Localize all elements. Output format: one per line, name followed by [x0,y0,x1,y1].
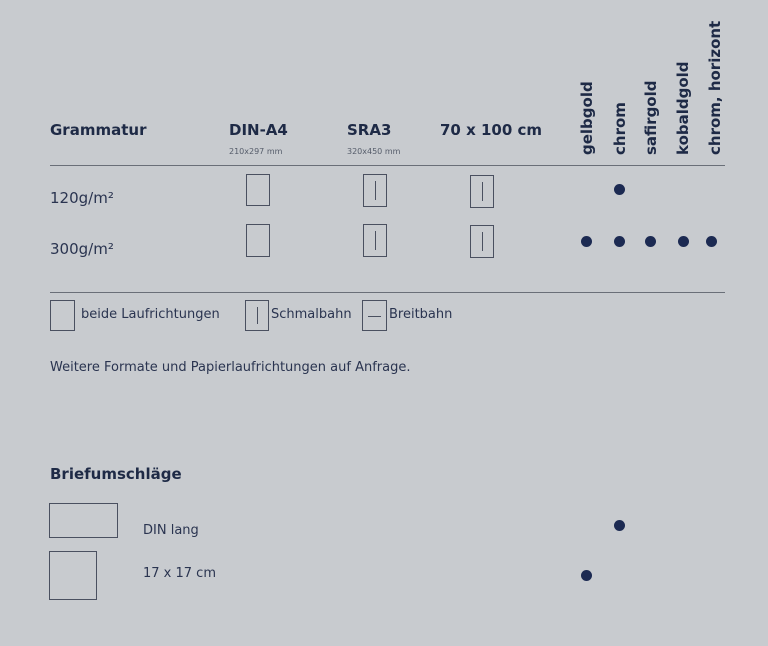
grain-narrow-icon [470,175,494,208]
header-din-a4-size: 210x297 mm [229,147,283,156]
grain-both-icon [246,224,270,257]
dot-chrom-horizont [706,236,717,247]
envelope-square-label: 17 x 17 cm [143,566,216,581]
header-sra3-size: 320x450 mm [347,147,401,156]
envelope-square-icon [49,551,97,600]
header-grammatur: Grammatur [50,121,147,139]
header-chrom: chrom [611,102,629,155]
dot-safirgold [645,236,656,247]
header-chrom-horizont: chrom, horizont [706,20,724,155]
divider [50,165,725,166]
legend-both-icon [50,300,75,331]
dot-chrom [614,184,625,195]
header-70x100: 70 x 100 cm [440,121,543,139]
header-safirgold: safirgold [642,80,660,156]
legend-wide-icon [362,300,387,331]
divider [50,292,725,293]
row-label-120: 120g/m² [50,189,114,207]
legend-wide-label: Breitbahn [389,307,453,322]
legend-narrow-label: Schmalbahn [271,307,352,322]
grain-narrow-icon [470,225,494,258]
envelope-din-lang-label: DIN lang [143,523,199,538]
note: Weitere Formate und Papierlaufrichtungen… [50,360,411,375]
header-kobaldgold: kobaldgold [674,61,692,155]
envelopes-title: Briefumschläge [50,465,182,483]
dot-chrom [614,236,625,247]
header-gelbgold: gelbgold [578,81,596,155]
legend-narrow-icon [245,300,269,331]
envelope-din-lang-icon [49,503,118,538]
dot-chrom [614,520,625,531]
grain-both-icon [246,174,270,206]
dot-gelbgold [581,570,592,581]
header-din-a4: DIN-A4 [229,121,288,139]
dot-kobaldgold [678,236,689,247]
row-label-300: 300g/m² [50,240,114,258]
header-sra3: SRA3 [347,121,392,139]
legend-both-label: beide Laufrichtungen [81,307,220,322]
grain-narrow-icon [363,174,387,207]
dot-gelbgold [581,236,592,247]
grain-narrow-icon [363,224,387,257]
